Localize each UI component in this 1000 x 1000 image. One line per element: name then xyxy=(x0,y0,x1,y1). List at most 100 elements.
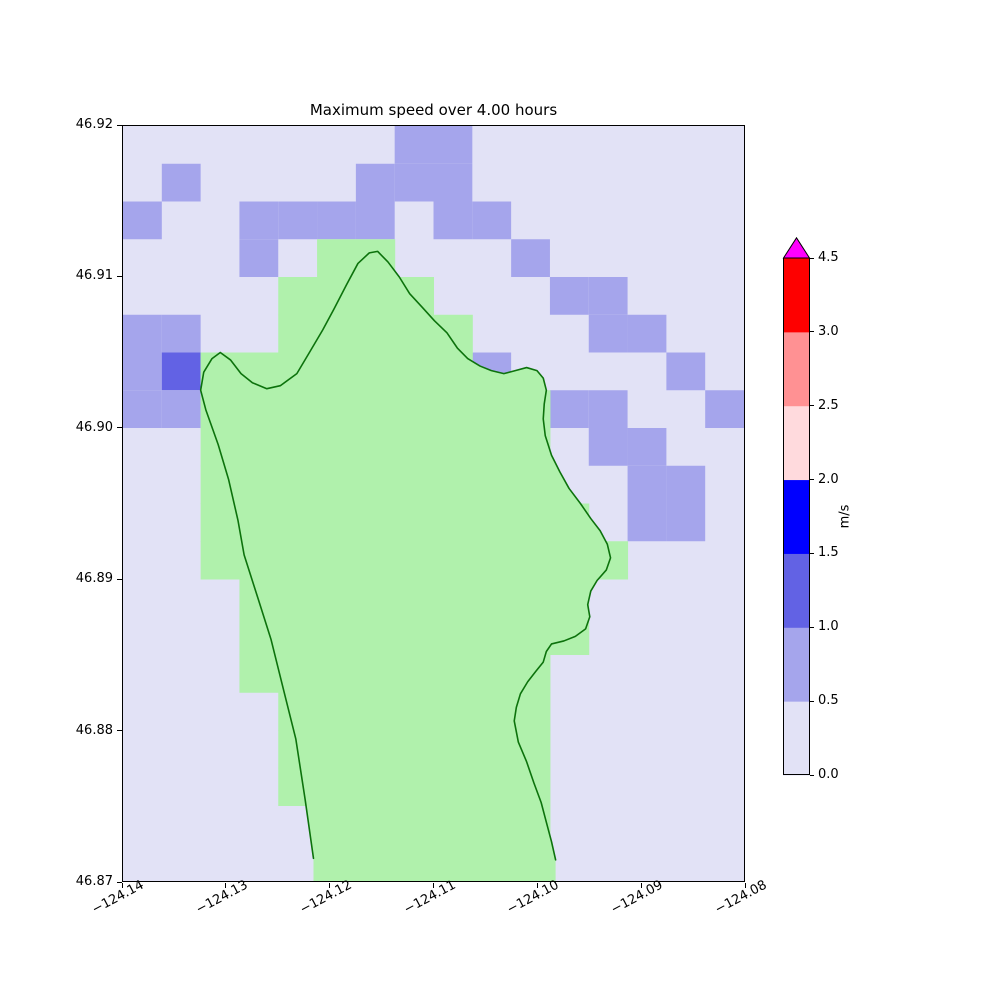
land-cell xyxy=(355,541,396,580)
x-tick-label: −124.13 xyxy=(193,877,251,918)
water-speed-cell xyxy=(627,465,667,504)
land-cell xyxy=(433,579,473,618)
land-cell xyxy=(200,503,240,542)
land-cell xyxy=(511,428,551,467)
land-cell xyxy=(278,503,318,542)
colorbar-segment xyxy=(783,627,810,702)
land-cell xyxy=(472,767,512,806)
land-cell xyxy=(239,616,279,655)
land-cell xyxy=(394,428,434,467)
water-speed-cell xyxy=(588,390,628,429)
land-cell xyxy=(317,843,357,881)
land-cell xyxy=(433,352,473,391)
land-cell xyxy=(472,843,512,881)
colorbar-tick-label: 2.5 xyxy=(818,397,839,413)
water-speed-cell xyxy=(433,126,473,164)
land-cell xyxy=(394,503,434,542)
colorbar-tick-label: 1.0 xyxy=(818,619,839,635)
land-cell xyxy=(317,541,357,580)
water-speed-cell xyxy=(549,277,589,315)
land-cell xyxy=(433,314,473,353)
land-cell xyxy=(472,654,512,693)
land-cell xyxy=(355,654,396,693)
colorbar-tick xyxy=(810,331,814,333)
colorbar xyxy=(782,236,811,776)
x-tick-label: −124.09 xyxy=(608,877,666,918)
land-cell xyxy=(239,428,279,467)
land-cell xyxy=(278,654,318,693)
x-tick-label: −124.12 xyxy=(297,877,355,918)
land-cell xyxy=(433,767,473,806)
water-speed-cell xyxy=(549,390,589,429)
water-speed-cell xyxy=(278,201,318,240)
land-cell xyxy=(355,579,396,618)
water-speed-cell xyxy=(161,390,201,429)
x-axis-tick xyxy=(536,883,538,888)
land-cell xyxy=(511,503,551,542)
y-axis-tick xyxy=(117,881,122,883)
land-cell xyxy=(433,465,473,504)
land-cell xyxy=(239,465,279,504)
plot-title: Maximum speed over 4.00 hours xyxy=(309,101,558,119)
x-axis-tick xyxy=(640,883,642,888)
land-cell xyxy=(394,616,434,655)
y-axis-tick xyxy=(117,730,122,732)
colorbar-tick xyxy=(810,257,814,259)
water-speed-cell xyxy=(239,239,279,277)
land-cell xyxy=(317,352,357,391)
land-cell xyxy=(472,465,512,504)
land-cell xyxy=(200,541,240,580)
land-cell xyxy=(433,428,473,467)
x-axis-tick xyxy=(744,883,746,888)
y-axis-tick xyxy=(117,427,122,429)
land-cell xyxy=(433,730,473,769)
y-tick-label: 46.89 xyxy=(75,571,113,587)
colorbar-segment xyxy=(783,479,810,554)
colorbar-tick-label: 0.5 xyxy=(818,693,839,709)
water-speed-cell xyxy=(123,352,162,391)
land-cell xyxy=(394,692,434,731)
land-cell xyxy=(394,579,434,618)
land-cell xyxy=(472,503,512,542)
land-cell xyxy=(472,692,512,731)
land-cell xyxy=(278,465,318,504)
land-cell xyxy=(472,428,512,467)
land-cell xyxy=(317,239,357,278)
water-speed-cell xyxy=(433,201,473,240)
y-axis-tick xyxy=(117,124,122,126)
colorbar-tick-label: 4.5 xyxy=(818,250,839,265)
land-cell xyxy=(355,767,396,806)
land-cell xyxy=(317,730,357,769)
colorbar-tick xyxy=(810,700,814,702)
land-cell xyxy=(278,314,318,353)
land-cell xyxy=(433,692,473,731)
land-cell xyxy=(472,730,512,769)
land-cell xyxy=(317,579,357,618)
water-speed-cell xyxy=(123,314,162,353)
land-cell xyxy=(511,465,551,504)
land-cell xyxy=(355,390,396,429)
land-cell xyxy=(317,692,357,731)
land-cell xyxy=(472,390,512,429)
land-cell xyxy=(511,541,551,580)
water-speed-cell xyxy=(394,126,434,164)
y-tick-label: 46.92 xyxy=(75,117,113,132)
colorbar-segment xyxy=(783,405,810,481)
land-cell xyxy=(317,277,357,316)
land-cell xyxy=(433,541,473,580)
x-axis-tick xyxy=(433,883,434,888)
land-cell xyxy=(278,767,318,806)
water-speed-cell xyxy=(355,201,395,240)
x-tick-label: −124.08 xyxy=(712,877,770,918)
land-cell xyxy=(394,390,434,429)
land-cell xyxy=(394,843,434,881)
colorbar-tick xyxy=(810,774,814,776)
colorbar-extend-arrow xyxy=(782,236,811,259)
colorbar-segment xyxy=(783,553,810,628)
water-speed-cell xyxy=(161,352,201,391)
land-cell xyxy=(239,390,279,429)
colorbar-tick xyxy=(810,479,814,481)
colorbar-segment xyxy=(783,331,810,407)
water-speed-cell xyxy=(433,163,473,202)
land-cell xyxy=(394,730,434,769)
